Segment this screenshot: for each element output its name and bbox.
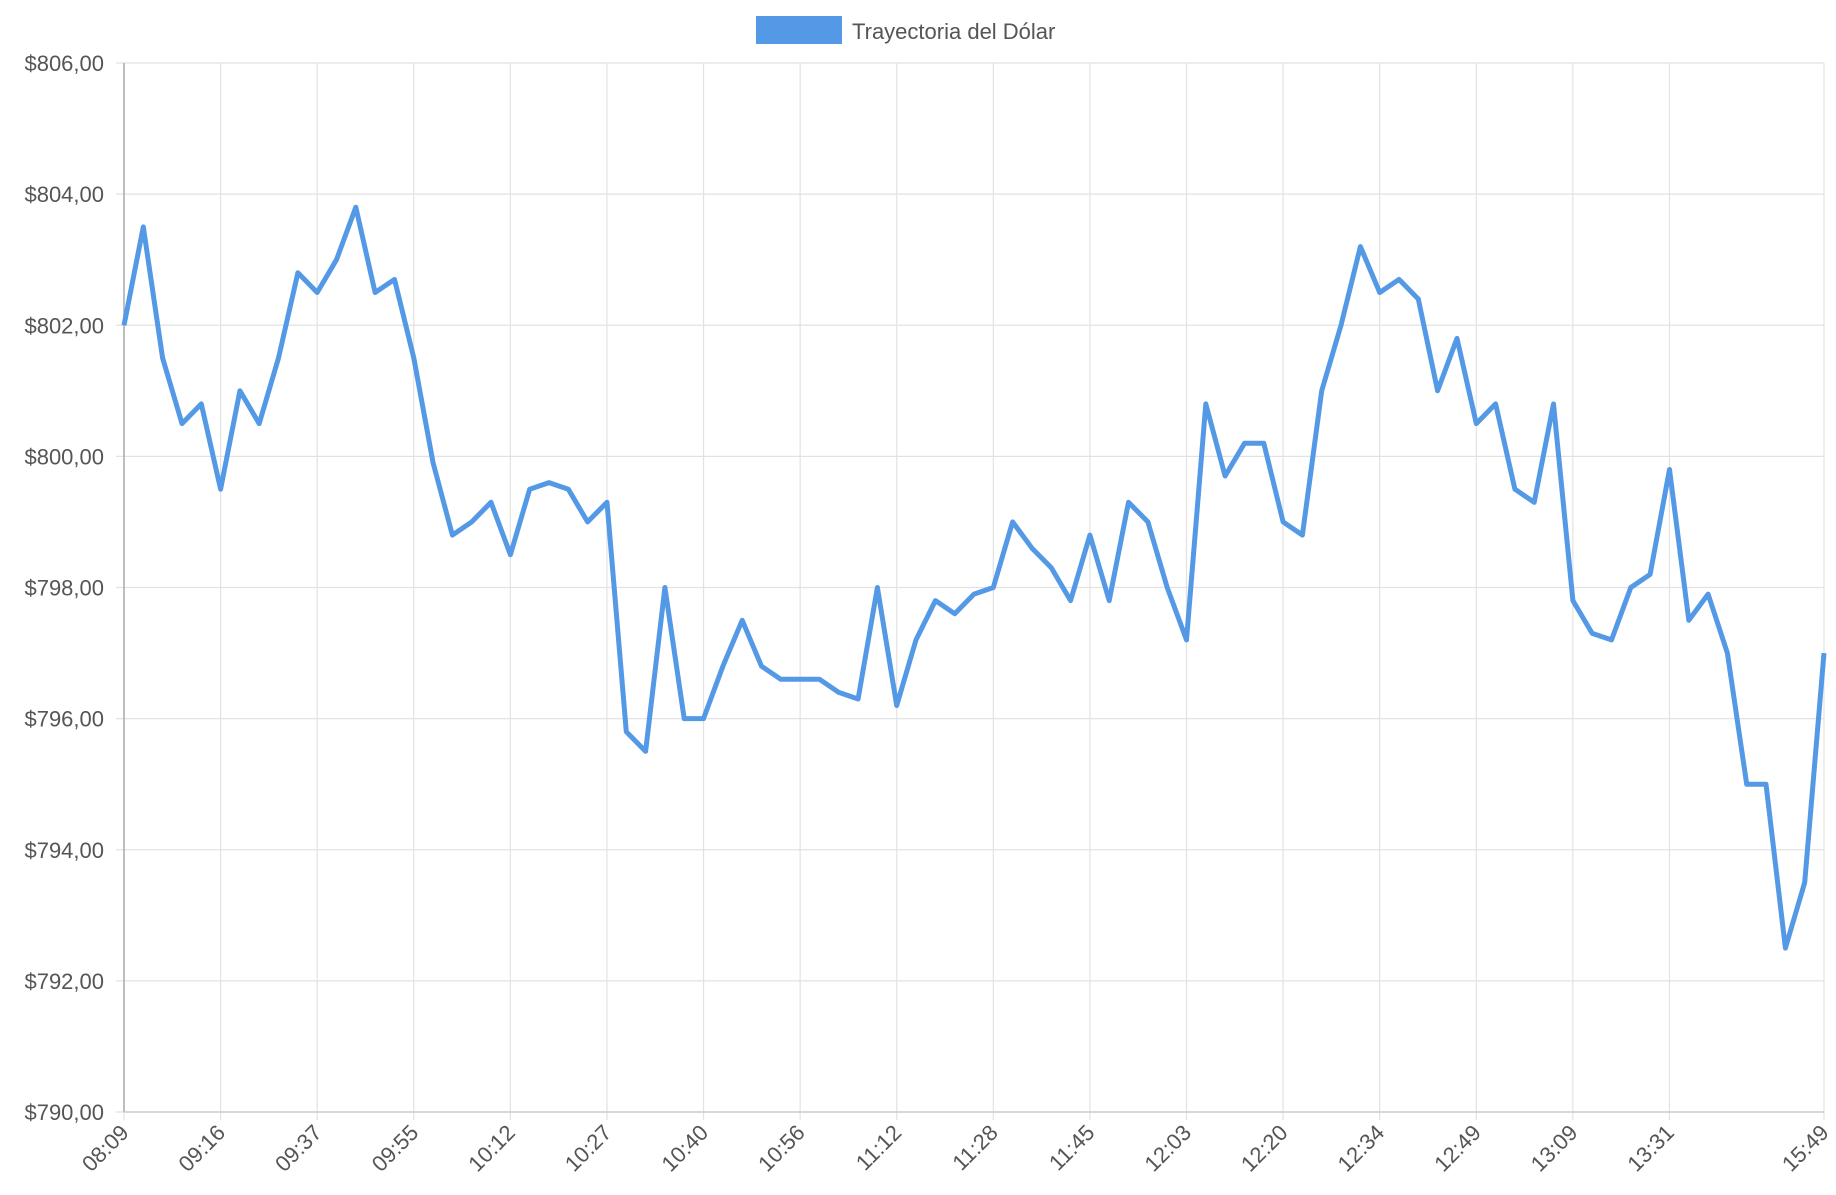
x-tick-label: 13:09	[1526, 1120, 1583, 1177]
y-tick-label: $792,00	[24, 969, 104, 994]
y-tick-label: $802,00	[24, 313, 104, 338]
x-tick-label: 12:03	[1139, 1120, 1196, 1177]
x-tick-label: 11:28	[947, 1120, 1002, 1175]
x-tick-label: 08:09	[77, 1120, 134, 1177]
y-tick-label: $796,00	[24, 707, 104, 732]
x-tick-label: 12:20	[1236, 1120, 1293, 1177]
y-tick-label: $794,00	[24, 838, 104, 863]
y-tick-label: $790,00	[24, 1100, 104, 1125]
y-tick-label: $798,00	[24, 576, 104, 601]
x-tick-label: 10:56	[753, 1120, 810, 1177]
x-tick-label: 10:27	[560, 1120, 617, 1177]
y-tick-label: $804,00	[24, 182, 104, 207]
x-tick-label: 10:12	[463, 1120, 520, 1177]
x-tick-label: 09:16	[174, 1120, 231, 1177]
x-tick-label: 09:37	[270, 1120, 327, 1177]
x-tick-label: 12:49	[1429, 1120, 1486, 1177]
x-tick-label: 10:40	[656, 1120, 713, 1177]
x-tick-label: 15:49	[1777, 1120, 1834, 1177]
x-tick-label: 12:34	[1333, 1120, 1390, 1177]
x-tick-label: 13:31	[1622, 1120, 1679, 1177]
legend-swatch[interactable]	[756, 16, 842, 44]
y-tick-label: $806,00	[24, 51, 104, 76]
y-tick-label: $800,00	[24, 444, 104, 469]
x-tick-label: 09:55	[367, 1120, 424, 1177]
data-line	[121, 204, 1827, 951]
x-tick-label: 11:12	[851, 1120, 906, 1175]
legend-label[interactable]: Trayectoria del Dólar	[852, 19, 1055, 44]
x-tick-label: 11:45	[1044, 1120, 1099, 1175]
